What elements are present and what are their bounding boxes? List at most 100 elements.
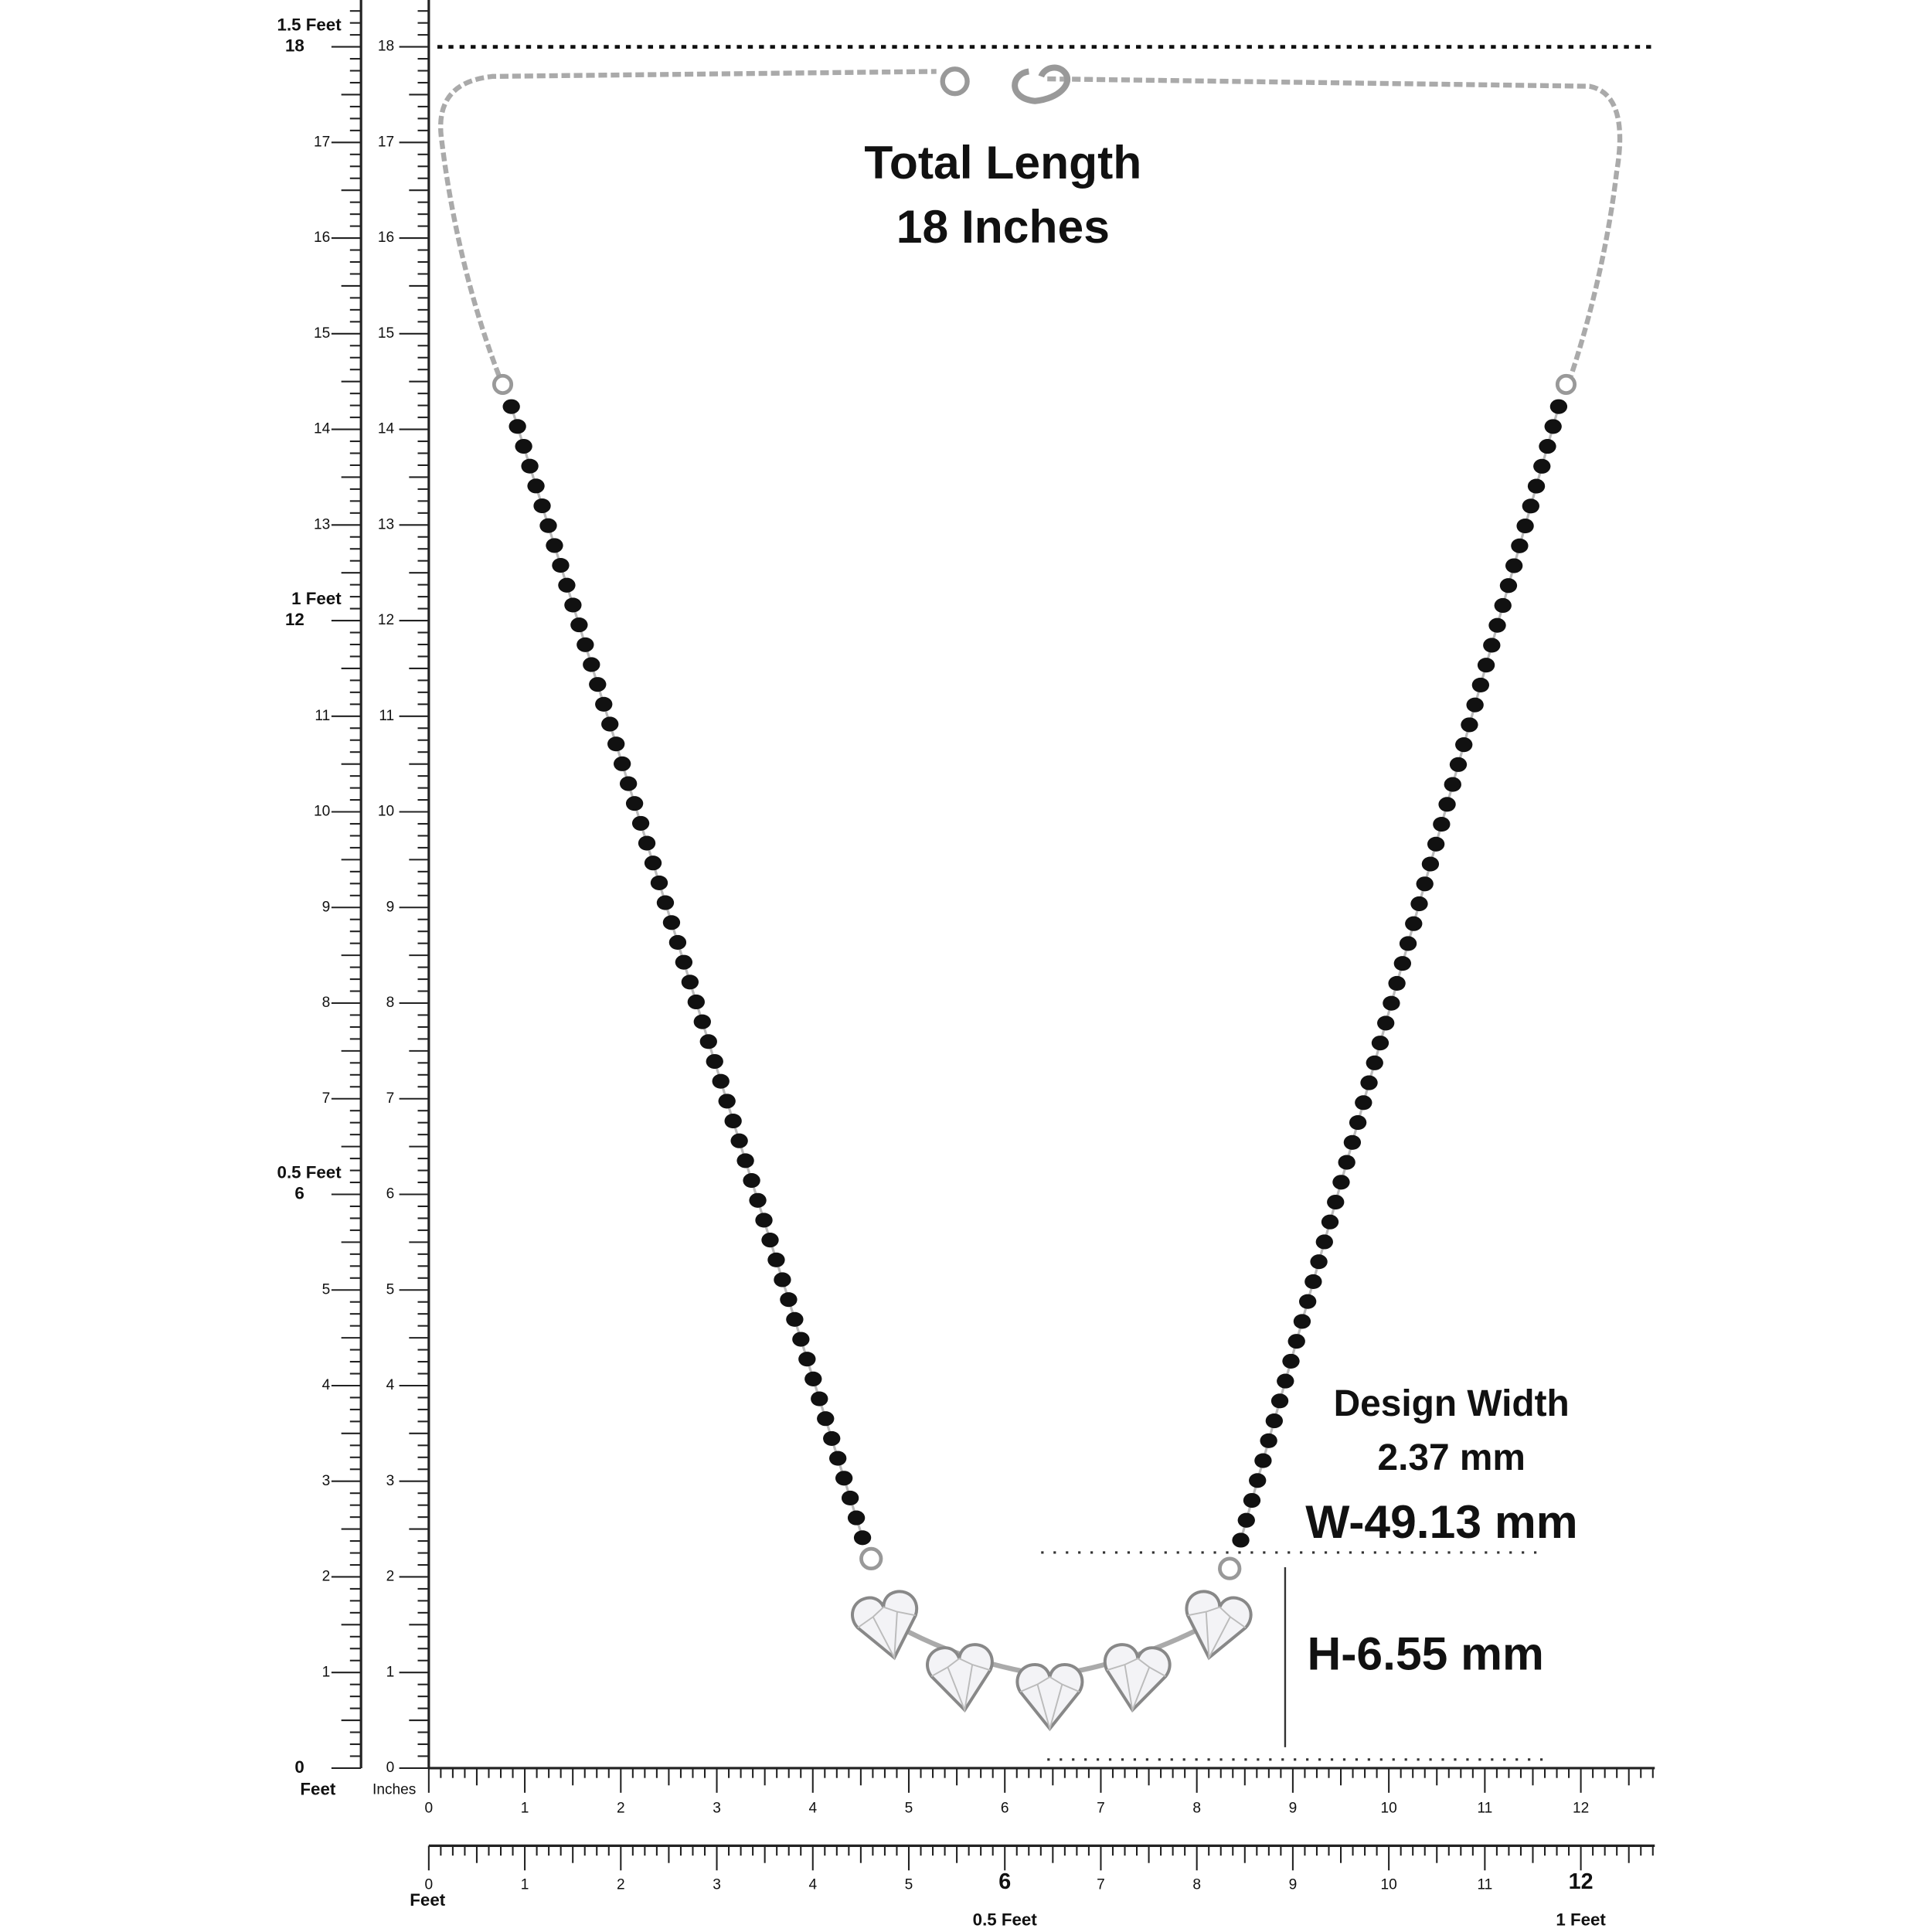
bead xyxy=(1494,597,1512,614)
inch-label: 5 xyxy=(386,1281,395,1298)
bead xyxy=(687,994,705,1010)
bead-wire xyxy=(1240,406,1560,1541)
bead xyxy=(780,1292,798,1308)
bead xyxy=(1265,1413,1284,1429)
bead xyxy=(1466,697,1484,713)
bead xyxy=(804,1371,822,1386)
bead xyxy=(1249,1473,1267,1488)
bead xyxy=(1505,558,1523,573)
bead xyxy=(607,736,625,752)
inch-label: 3 xyxy=(386,1473,395,1489)
bead-wire xyxy=(510,406,864,1539)
inch-label: 2 xyxy=(322,1569,331,1585)
bead xyxy=(552,558,570,573)
inch-label: 14 xyxy=(378,421,395,437)
unit-label: Feet xyxy=(300,1780,335,1799)
inch-label: 4 xyxy=(322,1377,331,1393)
bead xyxy=(675,954,693,970)
bead xyxy=(527,478,545,494)
bead xyxy=(583,657,600,672)
height-label: H-6.55 mm xyxy=(1308,1627,1544,1679)
unit-label: Inches xyxy=(372,1782,416,1798)
feet-label: 1 Feet xyxy=(1556,1910,1606,1930)
feet-label: 1 Feet xyxy=(291,589,342,608)
bead xyxy=(546,538,563,553)
beads xyxy=(502,399,1568,1580)
bead xyxy=(595,696,613,712)
bead xyxy=(668,934,687,951)
bead xyxy=(712,1073,730,1089)
bead xyxy=(577,637,594,652)
inch-label: 4 xyxy=(808,1876,817,1893)
bead xyxy=(730,1133,748,1148)
design-width-label: Design Width xyxy=(1334,1383,1570,1424)
design-width-value: 2.37 mm xyxy=(1377,1437,1525,1478)
bead xyxy=(1304,1274,1322,1290)
bead xyxy=(817,1411,835,1427)
bead xyxy=(1270,1393,1289,1409)
bead xyxy=(1332,1175,1350,1190)
bead xyxy=(841,1490,859,1506)
inch-label: 3 xyxy=(713,1801,721,1817)
bead xyxy=(1416,876,1434,892)
bead xyxy=(853,1530,872,1546)
inch-label: 10 xyxy=(1381,1876,1397,1893)
inch-label: 0 xyxy=(425,1801,434,1817)
inch-label: 5 xyxy=(905,1876,913,1893)
bead xyxy=(650,875,668,890)
bead xyxy=(1471,677,1490,692)
feet-label: 1.5 Feet xyxy=(277,15,342,34)
bead xyxy=(1321,1214,1339,1230)
inch-label: 15 xyxy=(378,325,394,342)
inch-label: 12 xyxy=(1573,1801,1589,1817)
bead xyxy=(1533,458,1551,474)
chain xyxy=(438,69,1623,377)
inch-label: 8 xyxy=(322,995,331,1011)
inch-label: 7 xyxy=(322,1090,331,1107)
inch-label: 8 xyxy=(386,995,395,1011)
inch-label: 10 xyxy=(314,804,330,820)
bead xyxy=(774,1272,791,1287)
bead xyxy=(1405,916,1423,931)
inch-label: 11 xyxy=(1477,1876,1492,1893)
bead xyxy=(1377,1015,1395,1031)
inch-label: 13 xyxy=(378,516,394,532)
bead xyxy=(539,518,557,533)
inch-label: 12 xyxy=(378,612,394,628)
bead xyxy=(631,815,650,831)
bead xyxy=(1298,1294,1317,1309)
inch-label: 11 xyxy=(1477,1801,1492,1817)
bead xyxy=(1438,797,1456,812)
inch-label: 11 xyxy=(315,708,330,724)
bead xyxy=(1516,518,1534,534)
bead xyxy=(823,1430,841,1446)
inch-label: 9 xyxy=(322,899,331,915)
bead xyxy=(533,498,551,514)
bead xyxy=(1499,578,1518,594)
inch-label: 7 xyxy=(1097,1876,1105,1893)
bead xyxy=(1327,1194,1345,1210)
inch-label: 9 xyxy=(1289,1801,1298,1817)
inch-label: 12 xyxy=(285,610,304,629)
bead xyxy=(625,796,644,811)
bead xyxy=(1310,1254,1328,1270)
bead xyxy=(736,1153,754,1168)
bead xyxy=(509,419,526,434)
bead xyxy=(1449,757,1468,772)
inch-label: 6 xyxy=(294,1183,304,1202)
bead xyxy=(1254,1453,1272,1468)
bead xyxy=(662,915,681,930)
bead xyxy=(1388,975,1406,991)
bead xyxy=(699,1034,717,1049)
bead xyxy=(786,1311,804,1327)
inch-label: 1 xyxy=(322,1664,331,1680)
inch-label: 0 xyxy=(425,1876,434,1893)
headline: 18 Inches xyxy=(896,200,1110,253)
bead xyxy=(1511,538,1529,553)
inch-label: 2 xyxy=(617,1876,625,1893)
bead xyxy=(718,1094,736,1109)
bead xyxy=(1410,896,1428,912)
headline: Total Length xyxy=(864,136,1141,189)
